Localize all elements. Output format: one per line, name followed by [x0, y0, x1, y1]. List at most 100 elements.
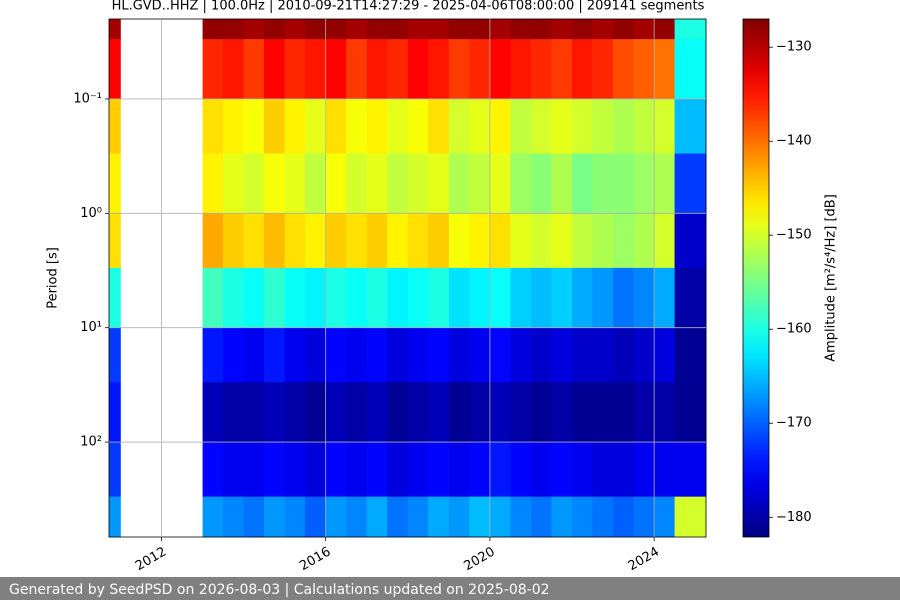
heatmap-cell	[407, 382, 429, 443]
heatmap-cell	[592, 39, 614, 100]
heatmap-cell	[448, 382, 470, 443]
heatmap-cell	[572, 267, 593, 329]
heatmap-cell	[592, 327, 614, 383]
heatmap-cell	[592, 19, 614, 40]
heatmap-cell	[448, 213, 470, 269]
heatmap-cell	[510, 442, 532, 498]
heatmap-cell	[633, 39, 655, 100]
heatmap-cell	[592, 213, 614, 269]
colorbar-tick-label: −130	[776, 40, 812, 55]
heatmap-cell	[654, 327, 675, 383]
heatmap-cell	[633, 267, 655, 329]
heatmap-cell	[531, 213, 552, 269]
heatmap-cell	[263, 213, 286, 269]
heatmap-cell	[243, 213, 265, 269]
heatmap-cell	[613, 98, 634, 154]
heatmap-cell	[572, 496, 593, 538]
heatmap-cell	[346, 442, 368, 498]
heatmap-cell	[489, 382, 511, 443]
heatmap-cell	[366, 327, 388, 383]
heatmap-cell	[243, 98, 265, 154]
heatmap-cell	[633, 98, 655, 154]
heatmap-cell	[284, 442, 306, 498]
heatmap-cell	[202, 327, 224, 383]
heatmap-cell	[510, 98, 532, 154]
heatmap-cell	[284, 98, 306, 154]
heatmap-cell	[304, 382, 327, 443]
heatmap-cell	[469, 496, 491, 538]
footer-bar	[0, 577, 900, 600]
heatmap-cell	[222, 98, 245, 154]
heatmap-cell	[489, 153, 511, 214]
heatmap-cell	[592, 267, 614, 329]
heatmap-cell	[325, 382, 347, 443]
heatmap-cell	[633, 496, 655, 538]
colorbar-tick-label: −170	[776, 416, 812, 431]
x-tick-label: 2016	[297, 545, 333, 575]
heatmap-cell	[551, 382, 573, 443]
colorbar-tick-label: −160	[776, 322, 812, 337]
heatmap-cell	[222, 382, 245, 443]
heatmap-cell	[674, 153, 707, 214]
footer-text: Generated by SeedPSD on 2026-08-03 | Cal…	[9, 582, 550, 598]
heatmap-cell	[633, 327, 655, 383]
heatmap-cell	[469, 442, 491, 498]
heatmap-cell	[243, 496, 265, 538]
heatmap-cell	[304, 153, 327, 214]
heatmap-cell	[469, 39, 491, 100]
heatmap-cell	[489, 98, 511, 154]
heatmap-cell	[325, 496, 347, 538]
heatmap-cell	[654, 19, 675, 40]
heatmap-cell	[263, 442, 286, 498]
heatmap-cell	[674, 496, 707, 538]
heatmap-cell	[428, 39, 450, 100]
heatmap-cell	[551, 98, 573, 154]
heatmap-cell	[304, 496, 327, 538]
heatmap-cell	[284, 382, 306, 443]
heatmap-cell	[387, 442, 409, 498]
heatmap-cell	[284, 19, 306, 40]
heatmap-cell	[284, 327, 306, 383]
heatmap-cell	[304, 39, 327, 100]
heatmap-cell	[531, 496, 552, 538]
heatmap-cell	[325, 442, 347, 498]
heatmap-cell	[346, 382, 368, 443]
heatmap-cell	[613, 327, 634, 383]
heatmap-cell	[654, 213, 675, 269]
heatmap-cell	[448, 153, 470, 214]
heatmap-cell	[304, 19, 327, 40]
heatmap-cell	[510, 213, 532, 269]
x-tick-label: 2020	[461, 545, 497, 575]
heatmap-cell	[263, 327, 286, 383]
colorbar	[742, 18, 770, 538]
heatmap-cell	[428, 267, 450, 329]
heatmap-cell	[428, 442, 450, 498]
heatmap-cell	[592, 153, 614, 214]
heatmap-cell	[469, 153, 491, 214]
heatmap-cell	[572, 98, 593, 154]
heatmap-cell	[674, 39, 707, 100]
y-tick-label: 10⁻¹	[73, 91, 102, 106]
heatmap-cell	[387, 98, 409, 154]
heatmap-cell	[654, 496, 675, 538]
heatmap-cell	[366, 213, 388, 269]
heatmap-cell	[448, 267, 470, 329]
heatmap-cell	[674, 267, 707, 329]
heatmap-cell	[531, 267, 552, 329]
colorbar-tick-label: −150	[776, 228, 812, 243]
heatmap-cell	[531, 153, 552, 214]
heatmap-cell	[674, 382, 707, 443]
heatmap-cell	[222, 327, 245, 383]
heatmap-cell	[202, 442, 224, 498]
heatmap-cell	[222, 213, 245, 269]
x-tick-label: 2024	[626, 545, 662, 575]
heatmap-cell	[263, 382, 286, 443]
heatmap-cell	[346, 39, 368, 100]
heatmap-cell	[428, 153, 450, 214]
heatmap-cell	[109, 98, 121, 154]
heatmap-cell	[489, 19, 511, 40]
heatmap-cell	[428, 19, 450, 40]
heatmap-cell	[222, 19, 245, 40]
heatmap-cell	[633, 382, 655, 443]
